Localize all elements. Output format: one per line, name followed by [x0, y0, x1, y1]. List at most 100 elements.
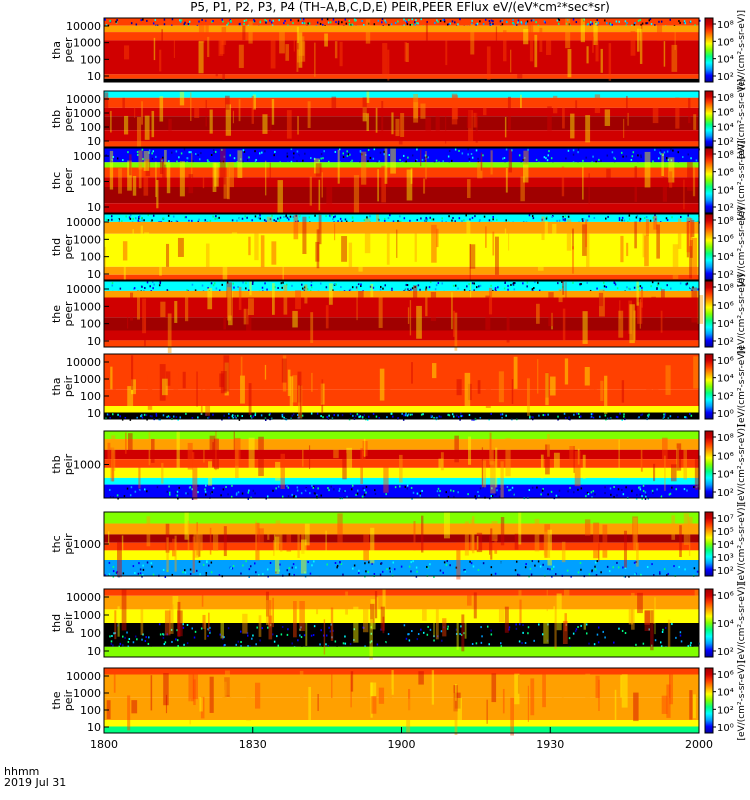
noise-pixel	[674, 159, 677, 162]
noise-pixel	[411, 497, 413, 500]
noise-pixel	[191, 219, 193, 222]
noise-pixel	[406, 487, 409, 490]
time-streak	[224, 670, 230, 696]
noise-pixel	[455, 633, 458, 636]
noise-pixel	[288, 567, 290, 570]
time-streak	[231, 232, 238, 250]
time-streak	[537, 238, 544, 271]
spectral-band	[104, 595, 699, 610]
time-streak	[630, 31, 636, 56]
time-streak	[468, 436, 472, 465]
time-streak	[633, 310, 636, 341]
noise-pixel	[137, 219, 140, 222]
noise-pixel	[645, 22, 647, 25]
time-streak	[486, 699, 488, 724]
noise-pixel	[219, 633, 221, 636]
noise-pixel	[414, 23, 417, 26]
noise-pixel	[463, 632, 465, 635]
noise-pixel	[376, 643, 379, 646]
noise-pixel	[639, 285, 642, 288]
colorbar-tick-label: 10⁰	[717, 723, 734, 734]
noise-pixel	[457, 287, 459, 290]
noise-pixel	[323, 150, 325, 153]
time-streak	[504, 116, 507, 138]
time-streak	[202, 173, 205, 189]
noise-pixel	[639, 488, 642, 491]
time-streak	[637, 302, 643, 324]
time-streak	[123, 115, 129, 135]
spectral-band	[104, 512, 699, 524]
noise-pixel	[684, 416, 686, 419]
noise-pixel	[566, 566, 568, 569]
noise-pixel	[168, 220, 170, 223]
noise-pixel	[340, 286, 342, 289]
noise-pixel	[310, 281, 313, 284]
noise-pixel	[580, 624, 582, 627]
noise-pixel	[347, 219, 350, 222]
noise-pixel	[613, 641, 615, 644]
noise-pixel	[303, 22, 306, 25]
noise-pixel	[176, 639, 179, 642]
noise-pixel	[372, 157, 375, 160]
noise-pixel	[565, 22, 568, 25]
time-streak	[184, 291, 189, 322]
noise-pixel	[677, 416, 679, 419]
spectral-band	[104, 589, 699, 596]
noise-pixel	[447, 625, 449, 628]
y-axis-label: thc	[50, 535, 63, 552]
noise-pixel	[652, 160, 654, 163]
noise-pixel	[237, 288, 240, 291]
noise-pixel	[230, 495, 233, 498]
time-streak	[258, 528, 264, 543]
time-streak	[382, 43, 388, 78]
noise-pixel	[564, 219, 566, 222]
time-streak	[669, 171, 673, 188]
noise-pixel	[636, 214, 639, 217]
noise-pixel	[407, 156, 409, 159]
noise-pixel	[585, 632, 588, 635]
noise-pixel	[219, 159, 222, 162]
time-streak	[475, 111, 478, 143]
time-streak	[258, 615, 262, 637]
noise-pixel	[146, 561, 149, 564]
noise-pixel	[665, 157, 668, 160]
noise-pixel	[597, 641, 600, 644]
time-streak	[297, 116, 300, 135]
noise-pixel	[129, 214, 132, 217]
noise-pixel	[367, 22, 370, 25]
noise-pixel	[271, 24, 274, 27]
noise-pixel	[270, 21, 273, 24]
time-streak	[595, 675, 600, 698]
noise-pixel	[634, 573, 636, 576]
noise-pixel	[579, 561, 582, 564]
noise-pixel	[439, 19, 442, 22]
time-streak	[670, 464, 677, 482]
time-streak	[420, 149, 422, 167]
noise-pixel	[415, 566, 418, 569]
noise-pixel	[578, 415, 581, 418]
noise-pixel	[375, 415, 378, 418]
time-streak	[686, 221, 689, 258]
time-streak	[562, 281, 565, 295]
noise-pixel	[465, 631, 468, 634]
noise-pixel	[696, 570, 699, 573]
noise-pixel	[399, 220, 402, 223]
noise-pixel	[467, 493, 469, 496]
noise-pixel	[155, 155, 157, 158]
noise-pixel	[135, 23, 138, 26]
time-streak	[365, 19, 371, 44]
time-streak	[164, 149, 167, 165]
noise-pixel	[505, 219, 507, 222]
noise-pixel	[372, 286, 375, 289]
time-streak	[113, 669, 116, 693]
noise-pixel	[534, 564, 536, 567]
noise-pixel	[200, 412, 203, 415]
noise-pixel	[134, 635, 137, 638]
noise-pixel	[381, 21, 383, 24]
noise-pixel	[220, 494, 222, 497]
noise-pixel	[110, 215, 113, 218]
noise-pixel	[401, 636, 404, 639]
time-streak	[646, 374, 652, 404]
noise-pixel	[109, 417, 111, 420]
noise-pixel	[175, 631, 177, 634]
